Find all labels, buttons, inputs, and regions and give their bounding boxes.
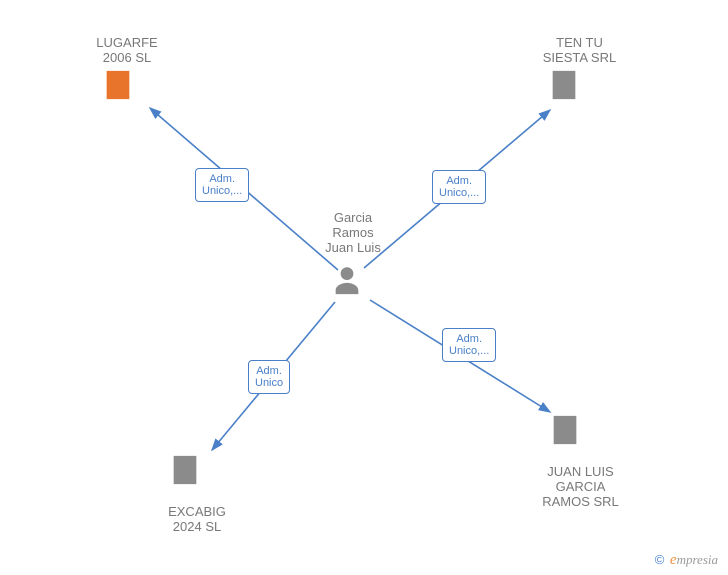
building-icon-tentu — [547, 68, 581, 107]
node-label-excabig: EXCABIG 2024 SL — [152, 505, 242, 535]
watermark: © empresia — [655, 552, 718, 569]
edge-label-excabig: Adm. Unico — [248, 360, 290, 394]
building-icon-juanluis — [548, 413, 582, 452]
edge-label-tentu: Adm. Unico,... — [432, 170, 486, 204]
watermark-rest: mpresia — [677, 552, 718, 567]
node-label-tentu: TEN TU SIESTA SRL — [532, 36, 627, 66]
watermark-e: e — [670, 552, 677, 568]
edge-label-juanluis: Adm. Unico,... — [442, 328, 496, 362]
node-label-lugarfe: LUGARFE 2006 SL — [82, 36, 172, 66]
edge-label-lugarfe: Adm. Unico,... — [195, 168, 249, 202]
node-label-juanluis: JUAN LUIS GARCIA RAMOS SRL — [528, 465, 633, 510]
copyright-symbol: © — [655, 552, 665, 567]
building-icon-excabig — [168, 453, 202, 492]
building-icon-lugarfe — [101, 68, 135, 107]
person-icon — [330, 263, 364, 302]
center-node-label: Garcia Ramos Juan Luis — [318, 211, 388, 256]
